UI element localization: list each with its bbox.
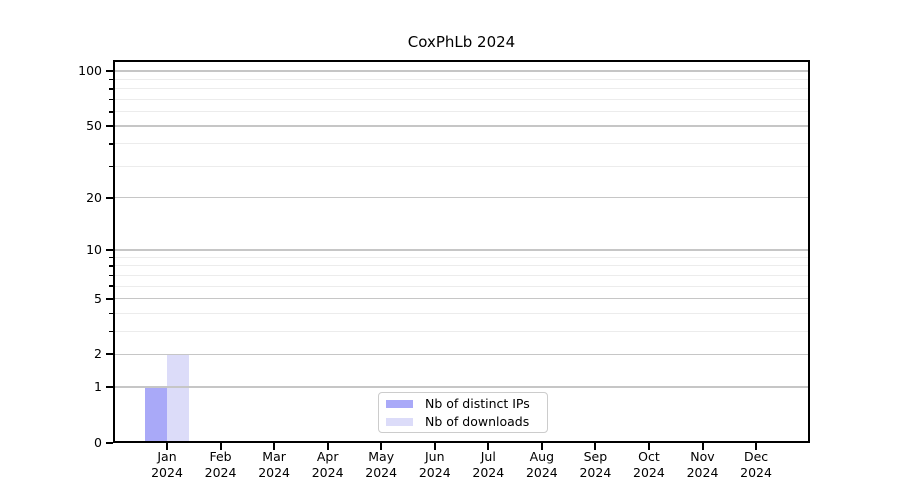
y-tick-minor xyxy=(109,330,113,333)
gridline-major xyxy=(113,70,810,72)
legend: Nb of distinct IPs Nb of downloads xyxy=(378,392,548,433)
x-month-label: Jul 2024 xyxy=(472,449,505,480)
y-tick xyxy=(106,442,113,444)
y-tick-minor xyxy=(109,111,113,113)
y-tick-label: 2 xyxy=(94,346,102,362)
y-tick xyxy=(106,248,113,251)
y-tick xyxy=(106,297,113,300)
plot-area: Nb of distinct IPs Nb of downloads xyxy=(106,60,810,450)
gridline-minor xyxy=(113,330,810,332)
chart-title: CoxPhLb 2024 xyxy=(407,33,516,51)
x-tick xyxy=(166,443,168,450)
y-tick-label: 100 xyxy=(78,63,102,79)
gridline-minor xyxy=(113,256,810,258)
x-tick xyxy=(701,443,704,450)
y-tick-minor xyxy=(109,265,113,267)
x-tick xyxy=(594,443,597,450)
y-tick-minor xyxy=(109,98,113,101)
y-tick-minor xyxy=(109,285,113,287)
gridline-minor xyxy=(113,165,810,167)
gridline-minor xyxy=(113,265,810,267)
y-tick xyxy=(106,125,113,128)
gridline-major xyxy=(113,297,810,300)
gridline-minor xyxy=(113,143,810,145)
x-month-label: Apr 2024 xyxy=(311,449,344,480)
y-tick-minor xyxy=(109,143,113,145)
y-tick-minor xyxy=(109,274,113,277)
x-month-label: Sep 2024 xyxy=(579,449,612,480)
y-tick xyxy=(106,353,113,356)
x-tick xyxy=(219,443,222,450)
y-tick-label: 0 xyxy=(94,435,102,450)
downloads-swatch xyxy=(386,417,413,426)
gridline-minor xyxy=(113,88,810,90)
x-tick xyxy=(755,443,758,450)
x-month-label: Jun 2024 xyxy=(418,449,451,480)
x-tick xyxy=(380,443,383,450)
y-tick-label: 20 xyxy=(86,189,102,205)
legend-item-distinct-ips: Nb of distinct IPs xyxy=(386,395,539,411)
y-tick-label: 5 xyxy=(94,290,102,306)
x-month-label: Jan 2024 xyxy=(151,449,183,480)
gridline-minor xyxy=(113,99,810,101)
y-tick-label: 1 xyxy=(94,379,102,395)
x-month-label: Aug 2024 xyxy=(525,449,558,480)
x-month-label: Nov 2024 xyxy=(686,449,719,480)
distinct-ips-swatch xyxy=(386,399,413,408)
y-tick-minor xyxy=(109,165,113,168)
gridline-minor xyxy=(113,111,810,113)
gridline-major xyxy=(113,196,810,199)
legend-label-downloads: Nb of downloads xyxy=(425,413,530,429)
y-tick-minor xyxy=(109,78,113,81)
y-tick-minor xyxy=(109,88,113,90)
x-tick xyxy=(433,443,436,450)
y-tick xyxy=(106,386,113,389)
x-tick xyxy=(487,443,490,450)
x-tick xyxy=(647,443,650,450)
y-tick xyxy=(106,70,113,73)
y-tick-minor xyxy=(109,312,113,315)
y-tick-label: 50 xyxy=(86,118,102,134)
gridline-major xyxy=(113,125,810,127)
x-month-label: May 2024 xyxy=(365,449,398,480)
x-tick xyxy=(540,443,543,450)
legend-item-downloads: Nb of downloads xyxy=(386,413,539,429)
x-tick xyxy=(326,443,329,450)
gridline-minor xyxy=(113,79,810,81)
y-tick-minor xyxy=(109,256,113,259)
gridline-major xyxy=(113,386,810,388)
gridline-minor xyxy=(113,274,810,276)
y-tick-label: 10 xyxy=(86,241,102,257)
y-tick xyxy=(106,196,113,199)
gridline-minor xyxy=(113,285,810,287)
gridline-major xyxy=(113,249,810,251)
legend-label-distinct-ips: Nb of distinct IPs xyxy=(425,395,530,411)
x-month-label: Feb 2024 xyxy=(204,449,237,480)
x-tick xyxy=(273,443,276,450)
x-month-label: Oct 2024 xyxy=(633,449,665,480)
gridline-minor xyxy=(113,312,810,314)
x-month-label: Mar 2024 xyxy=(258,449,290,480)
x-month-label: Dec 2024 xyxy=(740,449,772,480)
gridline-major xyxy=(113,353,810,356)
bar-downloads xyxy=(167,354,189,443)
bar-distinct-ips xyxy=(145,387,167,443)
